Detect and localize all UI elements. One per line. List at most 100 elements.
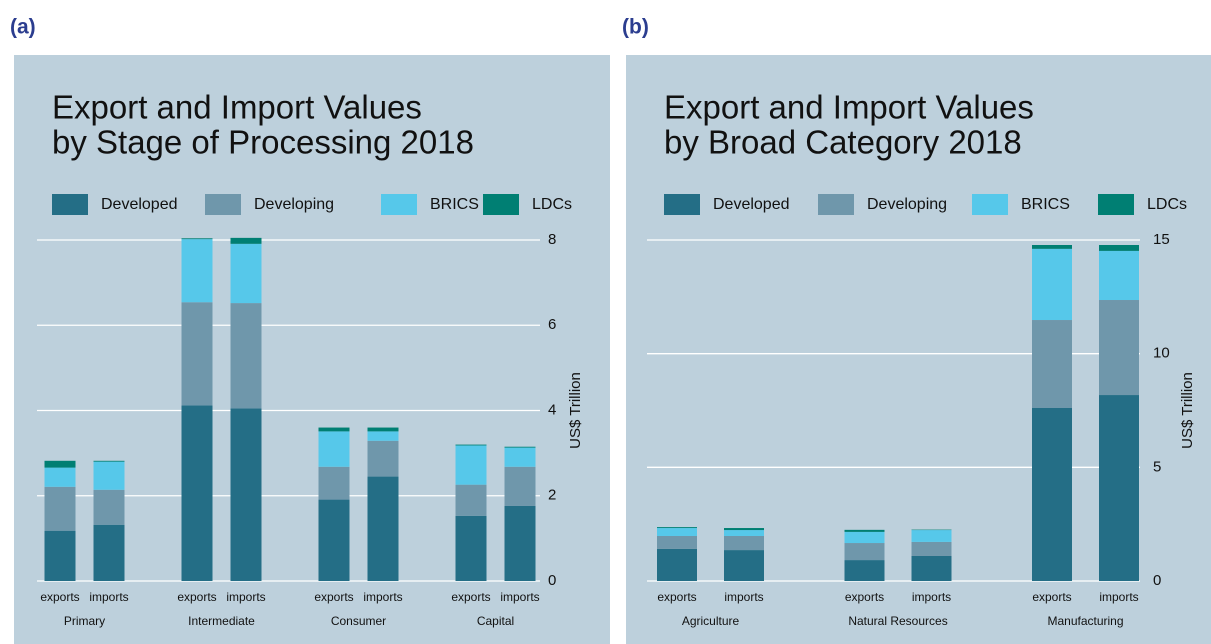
bar-segment xyxy=(318,431,350,467)
legend-swatch xyxy=(381,194,417,215)
bar-segment xyxy=(367,427,399,432)
bar-segment xyxy=(367,431,399,441)
bar-segment xyxy=(230,237,262,244)
bar-segment xyxy=(724,530,764,536)
group-label: Agriculture xyxy=(682,614,740,628)
legend-label: BRICS xyxy=(1021,196,1070,213)
bar-segment xyxy=(1099,395,1139,581)
group-label: Intermediate xyxy=(188,614,255,628)
chart-title: Export and Import Values xyxy=(664,89,1034,126)
x-tick-label: exports xyxy=(40,590,79,604)
bar-segment xyxy=(504,447,536,467)
bar-segment xyxy=(657,528,697,536)
panel-label: (a) xyxy=(10,16,36,39)
bar-segment xyxy=(93,524,125,581)
bar-segment xyxy=(367,440,399,477)
x-tick-label: imports xyxy=(363,590,402,604)
bar-segment xyxy=(455,444,487,446)
y-tick-label: 5 xyxy=(1153,458,1161,475)
bar-segment xyxy=(455,445,487,485)
bar-segment xyxy=(230,408,262,581)
x-tick-label: imports xyxy=(500,590,539,604)
bar-segment xyxy=(1032,245,1072,249)
group-label: Capital xyxy=(477,614,514,628)
legend-swatch xyxy=(52,194,88,215)
x-tick-label: exports xyxy=(845,590,884,604)
bar-segment xyxy=(657,527,697,529)
legend-label: LDCs xyxy=(532,196,572,213)
bar-segment xyxy=(44,530,76,581)
group-label: Consumer xyxy=(331,614,386,628)
bar-segment xyxy=(844,531,885,544)
y-tick-label: 2 xyxy=(548,487,556,504)
bar-segment xyxy=(44,486,76,531)
legend-swatch xyxy=(1098,194,1134,215)
group-label: Primary xyxy=(64,614,105,628)
y-tick-label: 0 xyxy=(548,572,556,589)
legend-label: Developing xyxy=(867,196,947,213)
x-tick-label: exports xyxy=(451,590,490,604)
bar-segment xyxy=(455,484,487,516)
bar-segment xyxy=(44,467,76,487)
x-tick-label: exports xyxy=(657,590,696,604)
x-tick-label: imports xyxy=(724,590,763,604)
bar-segment xyxy=(1099,250,1139,301)
bar-segment xyxy=(1099,245,1139,251)
bar-segment xyxy=(724,535,764,551)
bar-segment xyxy=(318,466,350,500)
legend-label: Developing xyxy=(254,196,334,213)
group-label: Natural Resources xyxy=(848,614,947,628)
bar-segment xyxy=(93,460,125,462)
x-tick-label: exports xyxy=(314,590,353,604)
bar-segment xyxy=(181,238,213,240)
bar-segment xyxy=(230,243,262,304)
bar-segment xyxy=(844,529,885,532)
y-tick-label: 15 xyxy=(1153,231,1170,248)
x-tick-label: imports xyxy=(1099,590,1138,604)
bar-segment xyxy=(844,543,885,561)
bar-segment xyxy=(911,530,952,542)
bar-segment xyxy=(1099,300,1139,396)
bar-segment xyxy=(911,541,952,556)
legend-swatch xyxy=(483,194,519,215)
bar-segment xyxy=(504,466,536,506)
bar-segment xyxy=(181,239,213,303)
bar-segment xyxy=(318,427,350,432)
bar-segment xyxy=(93,461,125,490)
legend-swatch xyxy=(818,194,854,215)
bar-segment xyxy=(1032,320,1072,408)
bar-segment xyxy=(181,302,213,406)
y-tick-label: 4 xyxy=(548,401,556,418)
legend-label: Developed xyxy=(713,196,790,213)
legend-swatch xyxy=(972,194,1008,215)
bar-segment xyxy=(657,548,697,581)
x-tick-label: exports xyxy=(1032,590,1071,604)
legend-swatch xyxy=(205,194,241,215)
bar-segment xyxy=(181,405,213,581)
y-axis-title: US$ Trillion xyxy=(567,372,584,449)
chart-title: by Stage of Processing 2018 xyxy=(52,124,474,161)
bar-segment xyxy=(911,555,952,581)
bar-segment xyxy=(1032,248,1072,321)
chart-title: Export and Import Values xyxy=(52,89,422,126)
bar-segment xyxy=(44,460,76,468)
panel-label: (b) xyxy=(622,16,649,39)
bar-segment xyxy=(504,446,536,448)
legend-label: Developed xyxy=(101,196,178,213)
x-tick-label: imports xyxy=(89,590,128,604)
x-tick-label: imports xyxy=(912,590,951,604)
bar-segment xyxy=(657,535,697,549)
bar-segment xyxy=(504,505,536,581)
bar-segment xyxy=(724,528,764,531)
bar-segment xyxy=(455,515,487,581)
bar-segment xyxy=(367,476,399,581)
legend-swatch xyxy=(664,194,700,215)
y-axis-title: US$ Trillion xyxy=(1179,372,1196,449)
y-tick-label: 0 xyxy=(1153,572,1161,589)
y-tick-label: 6 xyxy=(548,316,556,333)
bar-segment xyxy=(844,560,885,581)
x-tick-label: exports xyxy=(177,590,216,604)
bar-segment xyxy=(230,303,262,409)
y-tick-label: 8 xyxy=(548,231,556,248)
